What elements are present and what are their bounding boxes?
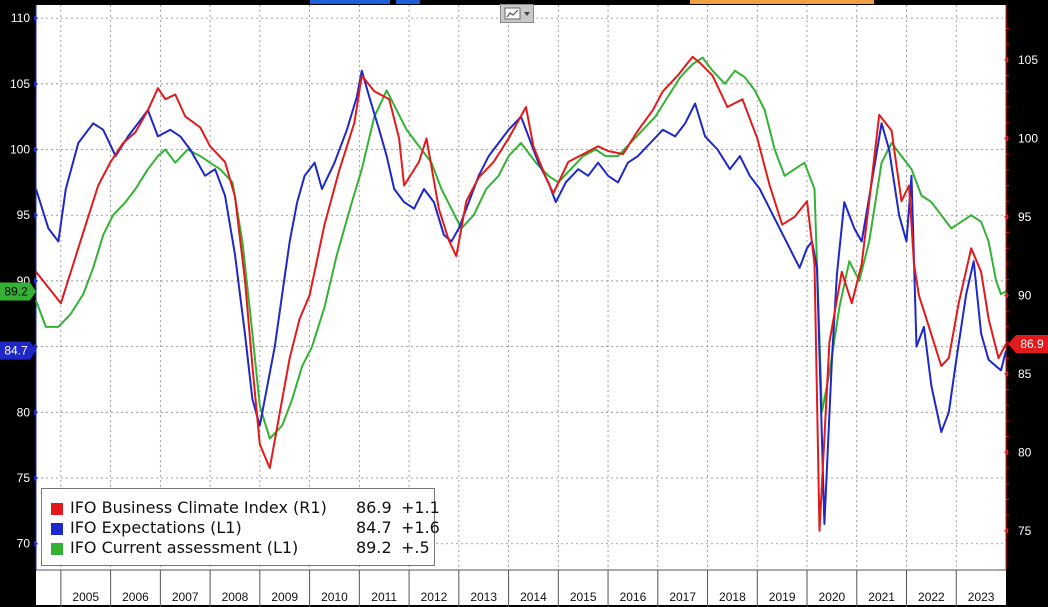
legend: IFO Business Climate Index (R1) 86.9 +1.… xyxy=(41,488,440,566)
right-tick-label: 80 xyxy=(1018,445,1032,459)
left-tick-marker xyxy=(34,540,38,547)
left-tick-label: 75 xyxy=(17,471,31,485)
x-tick-label: 2023 xyxy=(968,590,995,604)
last-value-tag-label-1: 84.7 xyxy=(4,344,28,358)
left-tick-marker xyxy=(34,15,38,22)
x-tick-label: 2006 xyxy=(122,590,149,604)
legend-change: +1.6 xyxy=(401,518,440,537)
x-tick-label: 2021 xyxy=(868,590,895,604)
last-value-tag-label-0: 86.9 xyxy=(1020,337,1044,351)
x-tick-label: 2016 xyxy=(620,590,647,604)
x-tick-label: 2012 xyxy=(421,590,448,604)
series-line-0 xyxy=(35,55,1007,532)
gridlines xyxy=(36,5,1006,570)
x-tick-label: 2007 xyxy=(172,590,199,604)
last-value-tag-1 xyxy=(0,341,36,360)
last-value-tags: 86.9 84.7 89.2 xyxy=(0,282,1048,360)
left-tick-marker xyxy=(34,212,38,219)
legend-swatch-red xyxy=(51,503,63,515)
x-tick-label: 2009 xyxy=(271,590,298,604)
left-tick-label: 100 xyxy=(10,143,30,157)
last-value-tag-2 xyxy=(0,282,36,301)
x-tick-label: 2017 xyxy=(669,590,696,604)
chart-type-button[interactable] xyxy=(500,4,534,23)
x-tick-label: 2005 xyxy=(72,590,99,604)
right-tick-label: 85 xyxy=(1018,367,1032,381)
left-tick-label: 95 xyxy=(17,208,31,222)
x-tick-label: 2018 xyxy=(719,590,746,604)
left-tick-label: 105 xyxy=(10,77,30,91)
plot-background xyxy=(36,5,1006,570)
legend-change: +1.1 xyxy=(401,498,440,517)
chevron-down-icon xyxy=(524,12,530,16)
left-tick-marker xyxy=(34,277,38,284)
x-tick-label: 2011 xyxy=(371,590,397,604)
x-axis: 2005 2006 2007 2008 2009 2010 2011 2012 2013 2014… xyxy=(36,569,1006,607)
x-tick-label: 2022 xyxy=(918,590,945,604)
x-tick-label: 2019 xyxy=(769,590,796,604)
legend-series-name: IFO Expectations (L1) xyxy=(70,518,242,537)
left-tick-marker xyxy=(34,475,38,482)
right-tick-label: 95 xyxy=(1018,210,1032,224)
right-tick-label: 100 xyxy=(1018,131,1038,145)
left-tick-label: 80 xyxy=(17,405,31,419)
right-tick-label: 75 xyxy=(1018,524,1032,538)
legend-series-name: IFO Business Climate Index (R1) xyxy=(70,498,327,517)
left-tick-label: 70 xyxy=(17,537,31,551)
top-highlight-orange xyxy=(690,0,874,4)
x-tick-label: 2010 xyxy=(321,590,348,604)
legend-last-value: 86.9 xyxy=(356,498,392,517)
legend-last-value: 89.2 xyxy=(356,538,392,557)
legend-last-value: 84.7 xyxy=(356,518,392,537)
top-highlight-blue xyxy=(310,0,390,4)
left-tick-marker xyxy=(34,80,38,87)
x-tick-label: 2015 xyxy=(570,590,597,604)
left-tick-label: 110 xyxy=(11,11,30,25)
legend-swatch-blue xyxy=(51,523,63,535)
legend-swatch-green xyxy=(51,543,63,555)
legend-change: +.5 xyxy=(401,538,430,557)
x-axis-band xyxy=(36,570,1006,605)
right-tick-label: 105 xyxy=(1018,53,1038,67)
x-tick-label: 2020 xyxy=(819,590,846,604)
right-tick-label: 90 xyxy=(1018,288,1032,302)
line-chart-icon xyxy=(504,7,530,20)
top-highlight-blue-small xyxy=(396,0,420,4)
series-lines xyxy=(35,55,1007,532)
legend-series-name: IFO Current assessment (L1) xyxy=(70,538,299,557)
left-tick-marker xyxy=(34,146,38,153)
x-tick-label: 2014 xyxy=(520,590,547,604)
x-tick-label: 2008 xyxy=(222,590,249,604)
left-tick-marker xyxy=(34,343,38,350)
right-axis: 75 80 85 90 95 100 105 xyxy=(1004,5,1038,570)
left-tick-marker xyxy=(34,409,38,416)
last-value-tag-label-2: 89.2 xyxy=(4,284,28,298)
x-tick-label: 2013 xyxy=(470,590,497,604)
last-value-tag-0 xyxy=(1008,335,1048,353)
